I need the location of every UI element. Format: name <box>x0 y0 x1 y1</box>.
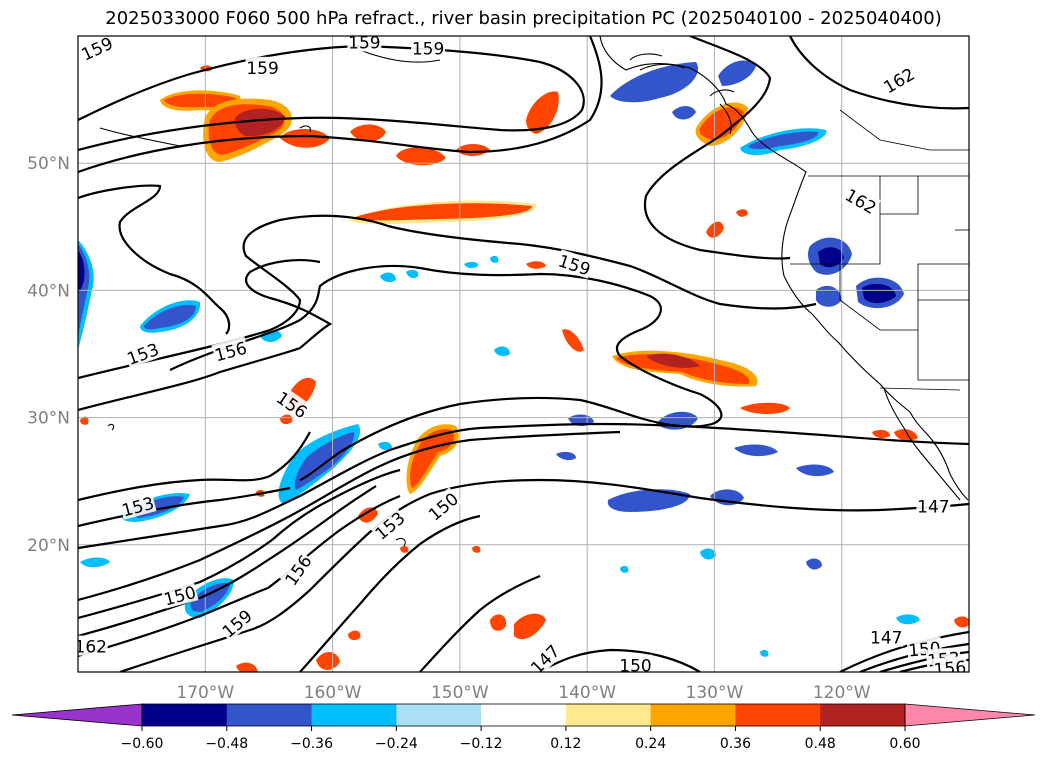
colorbar-bin <box>650 704 736 726</box>
contour-value: 159 <box>348 33 380 53</box>
contour-label: 159 <box>245 56 280 79</box>
contour-value: 150 <box>619 657 651 677</box>
contour-value: 162 <box>75 638 107 658</box>
colorbar-outline <box>141 703 906 727</box>
contour-value: 159 <box>219 606 257 642</box>
plot-title: 2025033000 F060 500 hPa refract., river … <box>105 8 942 29</box>
colorbar-tick-label: −0.36 <box>290 736 333 752</box>
contour-label: 150 <box>160 580 199 611</box>
contour-label: 147 <box>525 639 564 678</box>
colorbar-extend-high <box>904 703 1036 727</box>
colorbar-bin <box>481 704 567 726</box>
contour-value: 153 <box>125 340 162 370</box>
colorbar-tick-label: −0.48 <box>205 736 248 752</box>
gridlines <box>78 36 969 672</box>
positive-anomaly-regions <box>80 65 969 672</box>
colorbar-bin <box>396 704 482 726</box>
colorbar-tick-label: 0.12 <box>550 736 581 752</box>
contour-value: 159 <box>412 40 444 60</box>
contour-label: 156 <box>211 336 250 366</box>
colorbar-bin <box>226 704 313 726</box>
contour-label: 159 <box>555 249 594 280</box>
contour-label: 159 <box>78 36 116 66</box>
contour-value: 147 <box>870 629 902 649</box>
contour-value: 156 <box>282 552 317 590</box>
colorbar-bin <box>735 704 821 726</box>
contour-label: 147 <box>869 626 904 649</box>
colorbar-tick-labels: −0.60 −0.48 −0.36 −0.24 −0.12 0.12 0.24 0.36 0.4… <box>121 726 921 752</box>
colorbar-tick-label: 0.36 <box>720 736 751 752</box>
colorbar-tick-label: 0.48 <box>805 736 836 752</box>
contour-value: 162 <box>841 185 879 219</box>
contour-label: 150 <box>423 487 463 525</box>
contour-label: 159 <box>411 37 446 60</box>
precip-shading <box>78 60 969 672</box>
contour-value: 162 <box>880 65 918 99</box>
colorbar-tick-label: −0.12 <box>460 736 503 752</box>
colorbar-bin <box>820 704 906 726</box>
contour-label: 162 <box>841 183 882 219</box>
colorbar-tick-label: 0.60 <box>889 736 920 752</box>
contour-label: 153 <box>123 337 162 370</box>
contour-value: 147 <box>527 641 564 678</box>
map-frame <box>77 35 970 673</box>
contour-value: 156 <box>933 658 967 681</box>
latitude-label: 30°N <box>27 409 70 429</box>
colorbar-extend-low <box>11 703 143 727</box>
contour-label: 150 <box>618 654 653 677</box>
longitude-label: 120°W <box>813 683 871 703</box>
contour-label: 162 <box>878 62 919 99</box>
contour-label: 159 <box>347 33 382 53</box>
colorbar-bin <box>142 704 228 726</box>
longitude-label: 160°W <box>304 683 362 703</box>
latitude-labels: 50°N 40°N 30°N 20°N <box>27 154 70 556</box>
contour-label: 159 <box>217 604 257 643</box>
contour-label: 162 <box>75 635 108 658</box>
colorbar-bin <box>565 704 652 726</box>
contour-value: 159 <box>246 59 278 79</box>
latitude-label: 50°N <box>27 154 70 174</box>
longitude-label: 170°W <box>176 683 234 703</box>
latitude-label: 40°N <box>27 281 70 301</box>
colorbar-bin <box>311 704 397 726</box>
longitude-label: 140°W <box>558 683 616 703</box>
contour-value: 147 <box>917 498 949 518</box>
longitude-label: 150°W <box>431 683 489 703</box>
colorbar-tick-label: −0.60 <box>121 736 164 752</box>
contour-label: 156 <box>279 550 317 590</box>
contour-label: 147 <box>916 495 951 518</box>
contour-label: 156 <box>932 655 968 681</box>
colorbar <box>11 703 1036 727</box>
longitude-label: 130°W <box>686 683 744 703</box>
longitude-labels: 170°W 160°W 150°W 140°W 130°W 120°W <box>176 683 870 703</box>
colorbar-tick-label: −0.24 <box>375 736 418 752</box>
refractivity-contours <box>78 36 969 672</box>
contour-value: 156 <box>213 339 250 367</box>
latitude-label: 20°N <box>27 536 70 556</box>
political-borders <box>790 109 969 391</box>
colorbar-tick-label: 0.24 <box>635 736 666 752</box>
